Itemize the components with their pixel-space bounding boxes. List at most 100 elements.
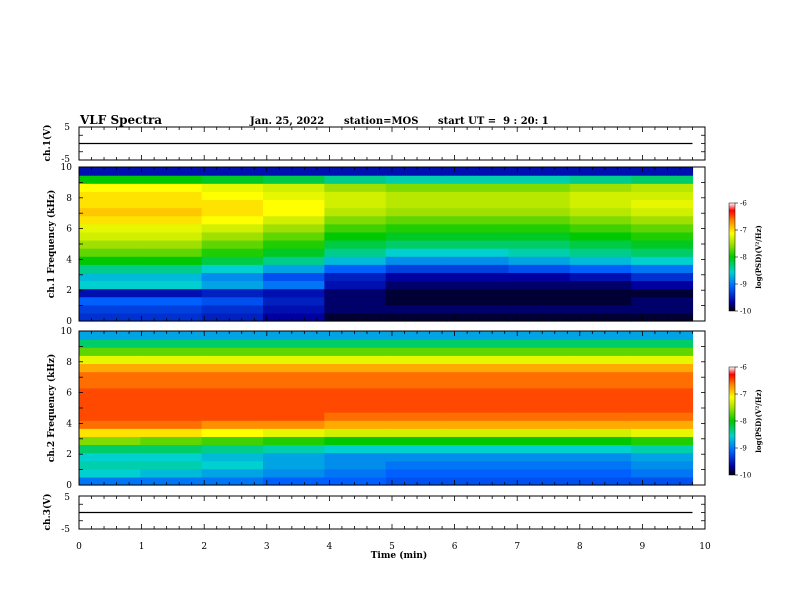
ch1-colorbar-ticks: -6 -7 -8 -9 -10 (735, 200, 751, 316)
spectrogram-cell (508, 420, 571, 429)
time-tick-label: 7 (514, 542, 520, 552)
spectrogram-cell (201, 339, 264, 348)
spectrogram-cell (324, 355, 387, 365)
spectrogram-cell (201, 420, 264, 429)
ch1-ytick-bottom: -5 (61, 155, 70, 165)
spectrogram-cell (79, 444, 141, 454)
spectrogram-cell (508, 379, 571, 389)
spectrogram-cell (201, 412, 264, 421)
ch1-ytick-top: 5 (64, 123, 70, 133)
spectrogram-cell (631, 428, 694, 437)
spectrogram-cell (508, 312, 571, 322)
spectrogram-cell (447, 403, 510, 413)
spectrogram-cell (201, 428, 264, 437)
spectrogram-cell (263, 304, 325, 314)
spectrogram-cell (140, 355, 203, 365)
spectrogram-cell (140, 428, 203, 437)
frequency-tick-label: 4 (66, 419, 72, 429)
spectrogram-cell (140, 304, 203, 314)
spectrogram-cell (508, 239, 571, 249)
spectrogram-cell (79, 436, 141, 446)
spectrogram-cell (201, 387, 264, 397)
spectrogram-cell (201, 312, 264, 322)
spectrogram-cell (324, 331, 387, 340)
ch1-colorbar (728, 202, 736, 312)
spectrogram-cell (324, 387, 387, 397)
spectrogram-cell (140, 167, 203, 176)
date-label: Jan. 25, 2022 (249, 116, 324, 127)
spectrogram-cell (140, 387, 203, 397)
spectrogram-cell (569, 452, 632, 462)
spectrogram-cell (79, 223, 141, 233)
spectrogram-cell (201, 347, 264, 356)
spectrogram-cell (631, 256, 694, 265)
spectrogram-cell (631, 363, 694, 373)
spectrogram-cell (631, 468, 694, 478)
spectrogram-cell (201, 264, 264, 273)
colorbar-tick-label: -7 (740, 391, 747, 399)
spectrogram-cell (447, 248, 510, 257)
spectrogram-cell (385, 403, 448, 413)
frequency-tick-label: 2 (66, 450, 72, 460)
spectrogram-cell (508, 428, 571, 437)
spectrogram-cell (631, 347, 694, 356)
spectrogram-cell (631, 191, 694, 201)
spectrogram-cell (385, 312, 448, 322)
spectrogram-cell (140, 347, 203, 356)
spectrogram-cell (324, 280, 387, 290)
spectrogram-cell (263, 183, 325, 192)
spectrogram-cell (447, 207, 510, 217)
spectrogram-cell (79, 167, 141, 176)
spectrogram-cell (79, 403, 141, 413)
spectrogram-cell (263, 272, 325, 282)
spectrogram-cell (79, 288, 141, 298)
spectrogram-cell (569, 223, 632, 233)
spectrogram-cell (324, 296, 387, 306)
colorbar-tick-label: -6 (740, 200, 747, 208)
spectrogram-cell (324, 272, 387, 282)
spectrogram-cell (508, 403, 571, 413)
colorbar-tick-label: -8 (740, 418, 747, 426)
spectrogram-cell (140, 175, 203, 184)
spectrogram-cell (569, 355, 632, 365)
time-tick-label: 6 (452, 542, 458, 552)
spectrogram-cell (447, 379, 510, 389)
spectrogram-cell (201, 468, 264, 478)
spectrogram-cell (324, 256, 387, 265)
spectrogram-cell (201, 395, 264, 405)
spectrogram-cell (201, 476, 264, 486)
spectrogram-cell (508, 436, 571, 446)
time-tick-label: 5 (389, 542, 395, 552)
ch2-colorbar (728, 366, 736, 476)
spectrogram-cell (263, 363, 325, 373)
spectrogram-cell (569, 215, 632, 225)
spectrogram-cell (324, 167, 387, 176)
spectrogram-cell (79, 239, 141, 249)
ch2-spectrogram-ylabel: ch.2 Frequency (kHz) (46, 354, 57, 463)
spectrogram-cell (324, 444, 387, 454)
spectrogram-cell (631, 379, 694, 389)
spectrogram-cell (324, 428, 387, 437)
spectrogram-cell (631, 339, 694, 348)
colorbar-tick-label: -7 (740, 227, 747, 235)
spectrogram-cell (79, 460, 141, 470)
spectrogram-cell (140, 280, 203, 290)
spectrogram-cell (140, 296, 203, 306)
spectrogram-cell (140, 272, 203, 282)
spectrogram-cell (201, 183, 264, 192)
spectrogram-cell (631, 207, 694, 217)
spectrogram-cell (263, 436, 325, 446)
spectrogram-cell (631, 280, 694, 290)
spectrogram-cell (447, 256, 510, 265)
spectrogram-cell (447, 468, 510, 478)
spectrogram-cell (569, 248, 632, 257)
spectrogram-cell (263, 167, 325, 176)
spectrogram-cell (385, 363, 448, 373)
spectrogram-cell (140, 379, 203, 389)
spectrogram-cell (324, 476, 387, 486)
spectrogram-cell (631, 264, 694, 273)
spectrogram-cell (201, 304, 264, 314)
spectrogram-cell (263, 379, 325, 389)
spectrogram-cell (201, 355, 264, 365)
spectrogram-cell (79, 468, 141, 478)
